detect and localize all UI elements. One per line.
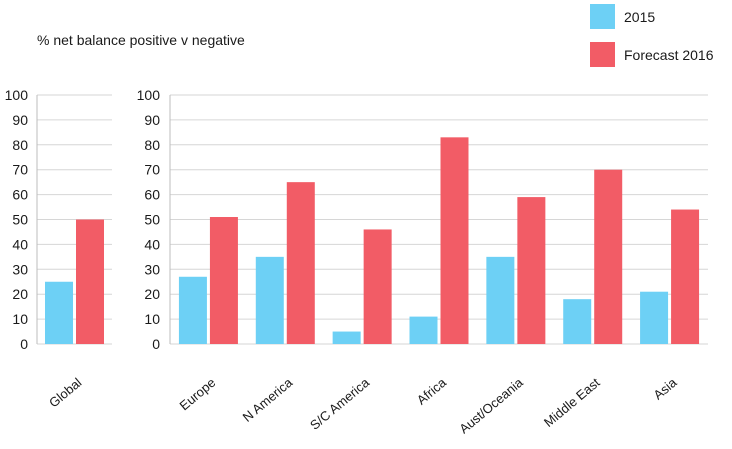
bar-2015-middle-east [563,299,592,344]
y-tick-label: 90 [144,112,160,128]
y-tick-label: 60 [12,187,28,203]
legend-swatch-2015 [590,4,615,29]
y-tick-label: 100 [5,87,29,103]
plot-regions: 0 10 20 30 40 50 60 70 80 90 100 Europe N America S/C… [137,87,708,436]
y-tick-label: 10 [144,311,160,327]
y-tick-label: 70 [12,162,28,178]
y-tick-label: 10 [12,311,28,327]
bar-2015-africa [409,316,438,344]
chart-title: % net balance positive v negative [37,32,245,48]
x-tick-label-n-america: N America [240,374,296,425]
x-tick-label-africa: Africa [414,374,450,407]
x-tick-label-s-c-america: S/C America [307,374,373,432]
bar-forecast-2016-middle-east [594,169,623,344]
bar-forecast-2016-s-c-america [363,229,392,344]
y-tick-label: 60 [144,187,160,203]
y-tick-label: 90 [12,112,28,128]
bar-forecast-2016-africa [440,137,469,344]
legend-label-forecast-2016: Forecast 2016 [624,47,714,63]
bar-2015-s-c-america [332,331,361,344]
bar-forecast-2016-n-america [286,182,315,344]
y-tick-label: 40 [12,236,28,252]
y-tick-label: 30 [144,261,160,277]
bar-forecast-2016-asia [671,209,700,344]
x-tick-label-aust-oceania: Aust/Oceania [456,374,526,436]
y-tick-label: 30 [12,261,28,277]
bar-2015-asia [640,291,669,344]
legend-swatch-forecast-2016 [590,42,615,67]
bar-2015-europe [178,276,207,344]
y-tick-label: 70 [144,162,160,178]
y-tick-label: 20 [12,286,28,302]
y-tick-label: 80 [12,137,28,153]
x-tick-label-asia: Asia [650,374,680,402]
legend-label-2015: 2015 [624,9,655,25]
y-tick-label: 100 [137,87,161,103]
y-tick-label: 20 [144,286,160,302]
bar-2015-aust-oceania [486,256,515,344]
bar-forecast-2016-global [76,219,104,344]
y-tick-label: 80 [144,137,160,153]
y-tick-label: 50 [144,212,160,228]
bar-forecast-2016-aust-oceania [517,197,546,344]
x-tick-label-europe: Europe [177,375,219,413]
y-tick-label: 0 [152,336,160,352]
legend: 2015 Forecast 2016 [590,4,714,67]
y-tick-label: 0 [20,336,28,352]
bar-forecast-2016-europe [209,217,238,344]
x-tick-label-global: Global [46,375,85,411]
x-tick-label-middle-east: Middle East [541,375,603,430]
y-tick-label: 40 [144,236,160,252]
bar-2015-global [45,281,73,344]
bar-2015-n-america [255,256,284,344]
plot-global: 0 10 20 30 40 50 60 70 80 90 100 Global [5,87,112,410]
y-tick-label: 50 [12,212,28,228]
